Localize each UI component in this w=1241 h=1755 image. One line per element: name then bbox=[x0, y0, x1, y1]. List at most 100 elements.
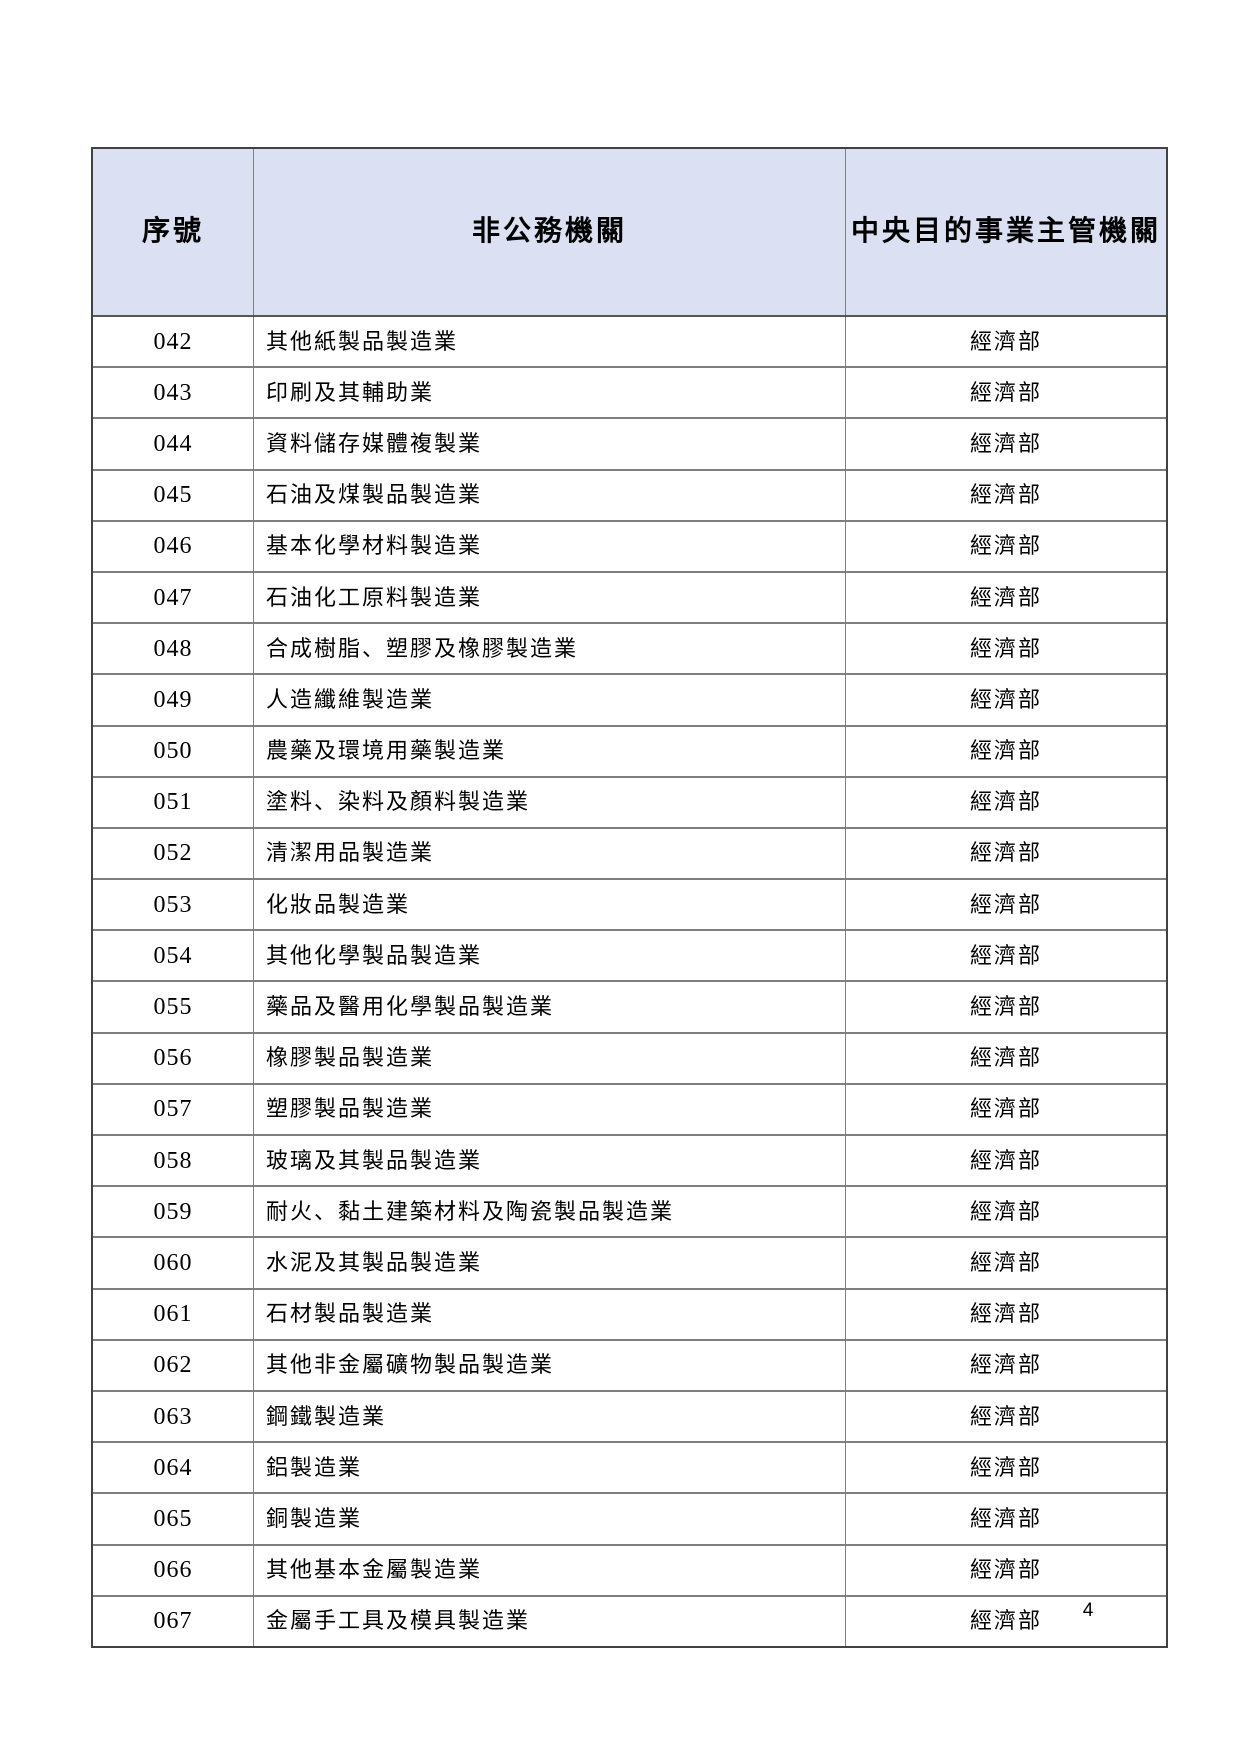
table-row: 059 耐火、黏土建築材料及陶瓷製品製造業 經濟部 bbox=[93, 1185, 1166, 1237]
table-row: 065 銅製造業 經濟部 bbox=[93, 1492, 1166, 1544]
table-row: 046 基本化學材料製造業 經濟部 bbox=[93, 519, 1166, 571]
cell-serial-number: 065 bbox=[153, 1505, 193, 1532]
table-row: 048 合成樹脂、塑膠及橡膠製造業 經濟部 bbox=[93, 622, 1166, 674]
table-row: 060 水泥及其製品製造業 經濟部 bbox=[93, 1236, 1166, 1288]
cell-central-competent-authority: 經濟部 bbox=[845, 317, 1166, 367]
table-row: 066 其他基本金屬製造業 經濟部 bbox=[93, 1543, 1166, 1595]
cell-central-competent-authority: 經濟部 bbox=[845, 1596, 1166, 1646]
cell-non-government-agency: 清潔用品製造業 bbox=[253, 828, 845, 879]
cell-serial-number: 066 bbox=[153, 1557, 193, 1584]
cell-serial-number: 062 bbox=[153, 1352, 193, 1379]
cell-serial-number: 049 bbox=[153, 686, 193, 713]
cell-non-government-agency: 銅製造業 bbox=[253, 1494, 845, 1544]
cell-central-competent-authority: 經濟部 bbox=[845, 982, 1166, 1032]
header-central-competent-authority: 中央目的事業主管機關 bbox=[845, 149, 1166, 315]
cell-central-competent-authority: 經濟部 bbox=[845, 1494, 1166, 1544]
cell-serial-number: 045 bbox=[153, 482, 193, 509]
cell-non-government-agency: 玻璃及其製品製造業 bbox=[253, 1136, 845, 1186]
table-row: 061 石材製品製造業 經濟部 bbox=[93, 1287, 1166, 1339]
cell-non-government-agency: 藥品及醫用化學製品製造業 bbox=[253, 982, 845, 1032]
cell-non-government-agency: 塗料、染料及顏料製造業 bbox=[253, 777, 845, 827]
table-row: 049 人造纖維製造業 經濟部 bbox=[93, 673, 1166, 725]
cell-central-competent-authority: 經濟部 bbox=[845, 1340, 1166, 1390]
cell-serial-number: 044 bbox=[153, 430, 193, 457]
cell-non-government-agency: 金屬手工具及模具製造業 bbox=[253, 1596, 845, 1646]
cell-central-competent-authority: 經濟部 bbox=[845, 828, 1166, 879]
industry-authority-table: 序號 非公務機關 中央目的事業主管機關 042 其他紙製品製造業 經濟部 043… bbox=[91, 147, 1168, 1648]
cell-non-government-agency: 基本化學材料製造業 bbox=[253, 521, 845, 571]
page-number: 4 bbox=[1082, 1600, 1094, 1621]
cell-serial-number: 064 bbox=[153, 1454, 193, 1481]
table-row: 067 金屬手工具及模具製造業 經濟部 bbox=[93, 1594, 1166, 1646]
table-row: 051 塗料、染料及顏料製造業 經濟部 bbox=[93, 775, 1166, 827]
cell-central-competent-authority: 經濟部 bbox=[845, 1289, 1166, 1339]
cell-central-competent-authority: 經濟部 bbox=[845, 1238, 1166, 1288]
cell-non-government-agency: 農藥及環境用藥製造業 bbox=[253, 726, 845, 776]
cell-central-competent-authority: 經濟部 bbox=[845, 726, 1166, 776]
cell-central-competent-authority: 經濟部 bbox=[845, 1084, 1166, 1134]
cell-serial-number: 055 bbox=[153, 994, 193, 1021]
cell-serial-number: 051 bbox=[153, 789, 193, 816]
cell-non-government-agency: 石油化工原料製造業 bbox=[253, 572, 845, 623]
cell-serial-number: 052 bbox=[153, 840, 193, 867]
cell-non-government-agency: 石材製品製造業 bbox=[253, 1289, 845, 1339]
table-row: 050 農藥及環境用藥製造業 經濟部 bbox=[93, 724, 1166, 776]
cell-non-government-agency: 其他基本金屬製造業 bbox=[253, 1545, 845, 1595]
table-row: 062 其他非金屬礦物製品製造業 經濟部 bbox=[93, 1338, 1166, 1390]
header-non-government-agency: 非公務機關 bbox=[253, 149, 845, 315]
table-row: 064 鋁製造業 經濟部 bbox=[93, 1441, 1166, 1493]
table-header-row: 序號 非公務機關 中央目的事業主管機關 bbox=[93, 149, 1166, 315]
cell-serial-number: 042 bbox=[153, 328, 193, 355]
cell-serial-number: 067 bbox=[153, 1608, 193, 1635]
cell-serial-number: 046 bbox=[153, 533, 193, 560]
cell-serial-number: 057 bbox=[153, 1096, 193, 1123]
cell-central-competent-authority: 經濟部 bbox=[845, 1187, 1166, 1237]
cell-central-competent-authority: 經濟部 bbox=[845, 521, 1166, 571]
cell-non-government-agency: 資料儲存媒體複製業 bbox=[253, 419, 845, 469]
cell-central-competent-authority: 經濟部 bbox=[845, 675, 1166, 725]
cell-non-government-agency: 印刷及其輔助業 bbox=[253, 368, 845, 418]
cell-serial-number: 061 bbox=[153, 1301, 193, 1328]
cell-central-competent-authority: 經濟部 bbox=[845, 624, 1166, 674]
table-row: 053 化妝品製造業 經濟部 bbox=[93, 878, 1166, 930]
table-row: 056 橡膠製品製造業 經濟部 bbox=[93, 1031, 1166, 1083]
cell-non-government-agency: 其他化學製品製造業 bbox=[253, 931, 845, 981]
cell-non-government-agency: 合成樹脂、塑膠及橡膠製造業 bbox=[253, 624, 845, 674]
cell-central-competent-authority: 經濟部 bbox=[845, 931, 1166, 981]
cell-non-government-agency: 水泥及其製品製造業 bbox=[253, 1238, 845, 1288]
cell-non-government-agency: 鋼鐵製造業 bbox=[253, 1391, 845, 1442]
cell-central-competent-authority: 經濟部 bbox=[845, 1136, 1166, 1186]
table-row: 044 資料儲存媒體複製業 經濟部 bbox=[93, 417, 1166, 469]
header-serial-number: 序號 bbox=[141, 216, 204, 247]
cell-serial-number: 050 bbox=[153, 738, 193, 765]
table-row: 058 玻璃及其製品製造業 經濟部 bbox=[93, 1134, 1166, 1186]
table-row: 043 印刷及其輔助業 經濟部 bbox=[93, 366, 1166, 418]
cell-non-government-agency: 石油及煤製品製造業 bbox=[253, 470, 845, 520]
table-row: 057 塑膠製品製造業 經濟部 bbox=[93, 1082, 1166, 1134]
cell-serial-number: 058 bbox=[153, 1147, 193, 1174]
table-row: 054 其他化學製品製造業 經濟部 bbox=[93, 929, 1166, 981]
table-row: 045 石油及煤製品製造業 經濟部 bbox=[93, 468, 1166, 520]
cell-central-competent-authority: 經濟部 bbox=[845, 572, 1166, 623]
cell-central-competent-authority: 經濟部 bbox=[845, 419, 1166, 469]
cell-central-competent-authority: 經濟部 bbox=[845, 1391, 1166, 1442]
cell-non-government-agency: 化妝品製造業 bbox=[253, 880, 845, 930]
cell-central-competent-authority: 經濟部 bbox=[845, 1033, 1166, 1083]
table-row: 047 石油化工原料製造業 經濟部 bbox=[93, 570, 1166, 623]
cell-serial-number: 063 bbox=[153, 1403, 193, 1430]
cell-serial-number: 054 bbox=[153, 942, 193, 969]
cell-serial-number: 047 bbox=[153, 584, 193, 611]
cell-non-government-agency: 橡膠製品製造業 bbox=[253, 1033, 845, 1083]
cell-non-government-agency: 其他非金屬礦物製品製造業 bbox=[253, 1340, 845, 1390]
cell-central-competent-authority: 經濟部 bbox=[845, 880, 1166, 930]
cell-central-competent-authority: 經濟部 bbox=[845, 368, 1166, 418]
cell-serial-number: 059 bbox=[153, 1198, 193, 1225]
cell-central-competent-authority: 經濟部 bbox=[845, 777, 1166, 827]
cell-serial-number: 053 bbox=[153, 891, 193, 918]
cell-non-government-agency: 鋁製造業 bbox=[253, 1443, 845, 1493]
table-row: 042 其他紙製品製造業 經濟部 bbox=[93, 315, 1166, 367]
cell-non-government-agency: 塑膠製品製造業 bbox=[253, 1084, 845, 1134]
table-row: 063 鋼鐵製造業 經濟部 bbox=[93, 1389, 1166, 1442]
cell-central-competent-authority: 經濟部 bbox=[845, 1443, 1166, 1493]
